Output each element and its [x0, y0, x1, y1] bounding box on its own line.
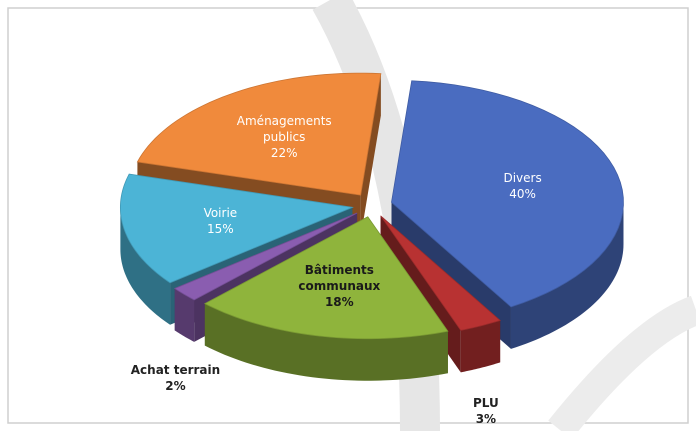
data-label: Achat terrain 2%	[115, 362, 235, 394]
value-label: 3%	[475, 412, 497, 427]
category-label: Aménagements publics	[236, 113, 332, 144]
data-label: Divers 40%	[463, 170, 583, 202]
slice	[204, 216, 449, 340]
category-label: PLU	[473, 396, 499, 411]
watermark	[548, 295, 696, 431]
value-label: 22%	[270, 145, 298, 160]
slice	[136, 72, 382, 196]
value-label: 40%	[509, 187, 536, 202]
data-label: PLU 3%	[426, 395, 546, 427]
slice-wall	[120, 207, 171, 325]
value-label: 2%	[165, 379, 186, 394]
value-label: 15%	[207, 222, 234, 237]
slice-wall	[510, 202, 624, 349]
category-label: Bâtiments communaux	[298, 262, 381, 293]
slice	[380, 215, 501, 331]
data-label: Voirie 15%	[160, 205, 280, 237]
slice-wall	[174, 288, 195, 342]
slice	[391, 80, 624, 308]
slice	[173, 212, 358, 301]
value-label: 18%	[324, 294, 354, 309]
slice	[119, 173, 354, 284]
slice-wall	[460, 320, 501, 373]
slice-side	[360, 73, 381, 238]
slice-wall	[204, 303, 448, 381]
data-label: Bâtiments communaux 18%	[279, 262, 399, 310]
category-label: Voirie	[203, 206, 238, 221]
category-label: Achat terrain	[130, 363, 221, 378]
tops	[119, 72, 624, 340]
category-label: Divers	[503, 171, 542, 186]
data-label: Aménagements publics 22%	[224, 113, 344, 161]
